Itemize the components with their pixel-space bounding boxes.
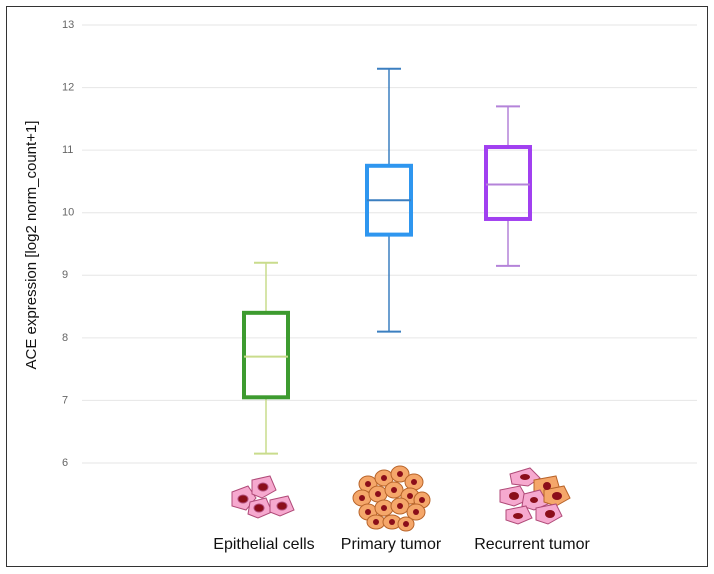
x-tick-label: Recurrent tumor [474,536,590,553]
y-tick-label: 8 [62,332,68,344]
y-tick-label: 9 [62,269,68,281]
box [484,145,532,221]
y-tick-label: 11 [62,144,73,156]
recurrent-tumor-icon [499,467,571,525]
box [242,310,290,400]
x-tick-label: Epithelial cells [213,536,314,553]
x-tick-label: Primary tumor [341,536,442,553]
frame [6,6,708,567]
y-tick-label: 7 [62,394,68,406]
primary-tumor-icon [352,465,431,532]
y-tick-label: 6 [62,457,68,469]
y-tick-label: 10 [62,207,74,219]
y-tick-label: 13 [62,19,74,31]
marks [242,67,532,455]
epithelial-icon [231,475,295,519]
y-tick-label: 12 [62,81,74,93]
y-axis-label: ACE expression [log2 norm_count+1] [23,121,40,370]
